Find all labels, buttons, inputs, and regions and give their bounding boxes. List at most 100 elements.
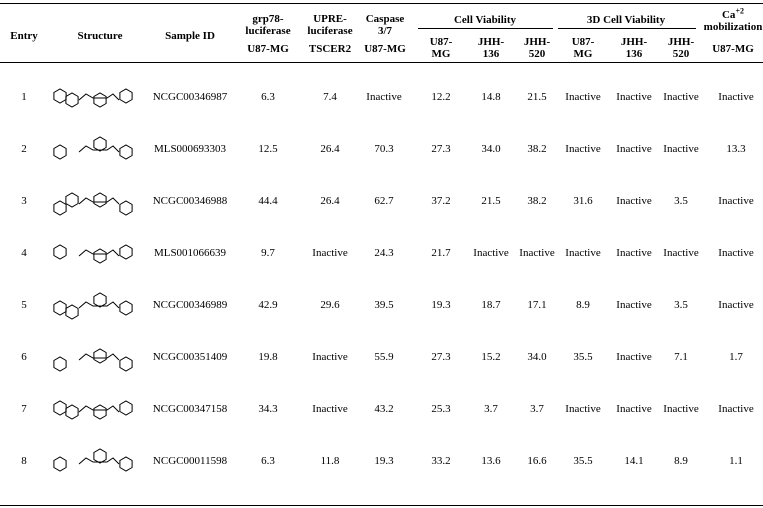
table-cell: 43.2 (374, 403, 394, 415)
header-cell: Structure (77, 30, 123, 42)
table-cell: Inactive (565, 403, 601, 415)
structure-drawing (53, 192, 133, 216)
table-cell: NCGC00346988 (152, 195, 228, 207)
table-cell: Inactive (616, 195, 652, 207)
table-cell: 3.5 (674, 195, 688, 207)
table-cell: Inactive (366, 91, 402, 103)
table-cell: Inactive (519, 247, 555, 259)
header-cell: Caspase 3/7 (365, 13, 405, 37)
header-subcell: JHH-136 (620, 36, 648, 60)
table-cell: 15.2 (481, 351, 501, 363)
table-cell: 3.7 (484, 403, 498, 415)
group-rule (418, 28, 553, 29)
table-cell: 34.3 (258, 403, 278, 415)
table-cell: Inactive (616, 143, 652, 155)
table-cell: 13.6 (481, 455, 501, 467)
table-cell: Inactive (565, 247, 601, 259)
table-cell: Inactive (565, 91, 601, 103)
table-cell: 16.6 (527, 455, 547, 467)
table-cell: 4 (21, 247, 27, 259)
structure-drawing (53, 448, 133, 472)
header-subcell: U87-MG (247, 43, 289, 55)
table-cell: 18.7 (481, 299, 501, 311)
table-cell: 35.5 (573, 351, 593, 363)
table-cell: 12.5 (258, 143, 278, 155)
table-cell: 42.9 (258, 299, 278, 311)
bottom-rule (0, 505, 763, 506)
header-subcell: JHH-520 (667, 36, 695, 60)
table-cell: NCGC00011598 (152, 455, 228, 467)
table-cell: 34.0 (527, 351, 547, 363)
table-cell: 1.7 (729, 351, 743, 363)
header-subcell: U87-MG (712, 43, 754, 55)
table-cell: NCGC00347158 (152, 403, 228, 415)
table-cell: Inactive (663, 91, 699, 103)
table-cell: MLS001066639 (153, 247, 227, 259)
table-cell: Inactive (663, 403, 699, 415)
header-subcell: JHH-136 (477, 36, 505, 60)
table-cell: 70.3 (374, 143, 394, 155)
structure-drawing (53, 348, 133, 372)
table-cell: 38.2 (527, 143, 547, 155)
group-header: 3D Cell Viability (586, 14, 666, 26)
header-subcell: JHH-520 (523, 36, 551, 60)
table-cell: 21.5 (527, 91, 547, 103)
table-cell: Inactive (616, 299, 652, 311)
structure-drawing (53, 88, 133, 108)
table-cell: Inactive (616, 351, 652, 363)
structure-drawing (53, 292, 133, 320)
table-cell: 3 (21, 195, 27, 207)
table-cell: 21.5 (481, 195, 501, 207)
table-cell: Inactive (663, 247, 699, 259)
table-cell: Inactive (616, 247, 652, 259)
table-cell: 26.4 (320, 195, 340, 207)
table-cell: 5 (21, 299, 27, 311)
table-cell: 12.2 (431, 91, 451, 103)
table-cell: Inactive (718, 403, 754, 415)
table-cell: 37.2 (431, 195, 451, 207)
table-cell: 6.3 (261, 91, 275, 103)
table-cell: Inactive (312, 247, 348, 259)
table-cell: Inactive (312, 351, 348, 363)
table-cell: MLS000693303 (153, 143, 227, 155)
table-cell: 14.1 (624, 455, 644, 467)
table-cell: Inactive (312, 403, 348, 415)
table-cell: 39.5 (374, 299, 394, 311)
header-subcell: U87-MG (571, 36, 595, 60)
table-cell: Inactive (718, 299, 754, 311)
table-cell: 62.7 (374, 195, 394, 207)
table-cell: 33.2 (431, 455, 451, 467)
structure-drawing (53, 244, 133, 264)
table-cell: 3.5 (674, 299, 688, 311)
structure-drawing (53, 400, 133, 420)
table-cell: 8 (21, 455, 27, 467)
table-cell: 31.6 (573, 195, 593, 207)
table-cell: 34.0 (481, 143, 501, 155)
header-text: Ca (721, 9, 736, 21)
table-cell: Inactive (473, 247, 509, 259)
table-cell: 19.3 (431, 299, 451, 311)
table-cell: 6.3 (261, 455, 275, 467)
header-cell: UPRE-luciferase (307, 13, 353, 37)
table-cell: 17.1 (527, 299, 547, 311)
table-cell: Inactive (718, 91, 754, 103)
table-cell: 6 (21, 351, 27, 363)
group-rule (558, 28, 696, 29)
table-cell: 35.5 (573, 455, 593, 467)
table-cell: NCGC00351409 (152, 351, 228, 363)
header-cell: Sample ID (165, 30, 215, 42)
table-cell: 8.9 (576, 299, 590, 311)
table-cell: 8.9 (674, 455, 688, 467)
table-cell: 21.7 (431, 247, 451, 259)
table-cell: 9.7 (261, 247, 275, 259)
table-cell: 27.3 (431, 351, 451, 363)
table-cell: 7.4 (323, 91, 337, 103)
table-cell: 13.3 (726, 143, 746, 155)
header-subcell: U87-MG (364, 43, 406, 55)
table-cell: 24.3 (374, 247, 394, 259)
header-subcell: U87-MG (429, 36, 453, 60)
table-cell: 26.4 (320, 143, 340, 155)
group-header: Cell Viability (453, 14, 517, 26)
table-cell: Inactive (616, 403, 652, 415)
